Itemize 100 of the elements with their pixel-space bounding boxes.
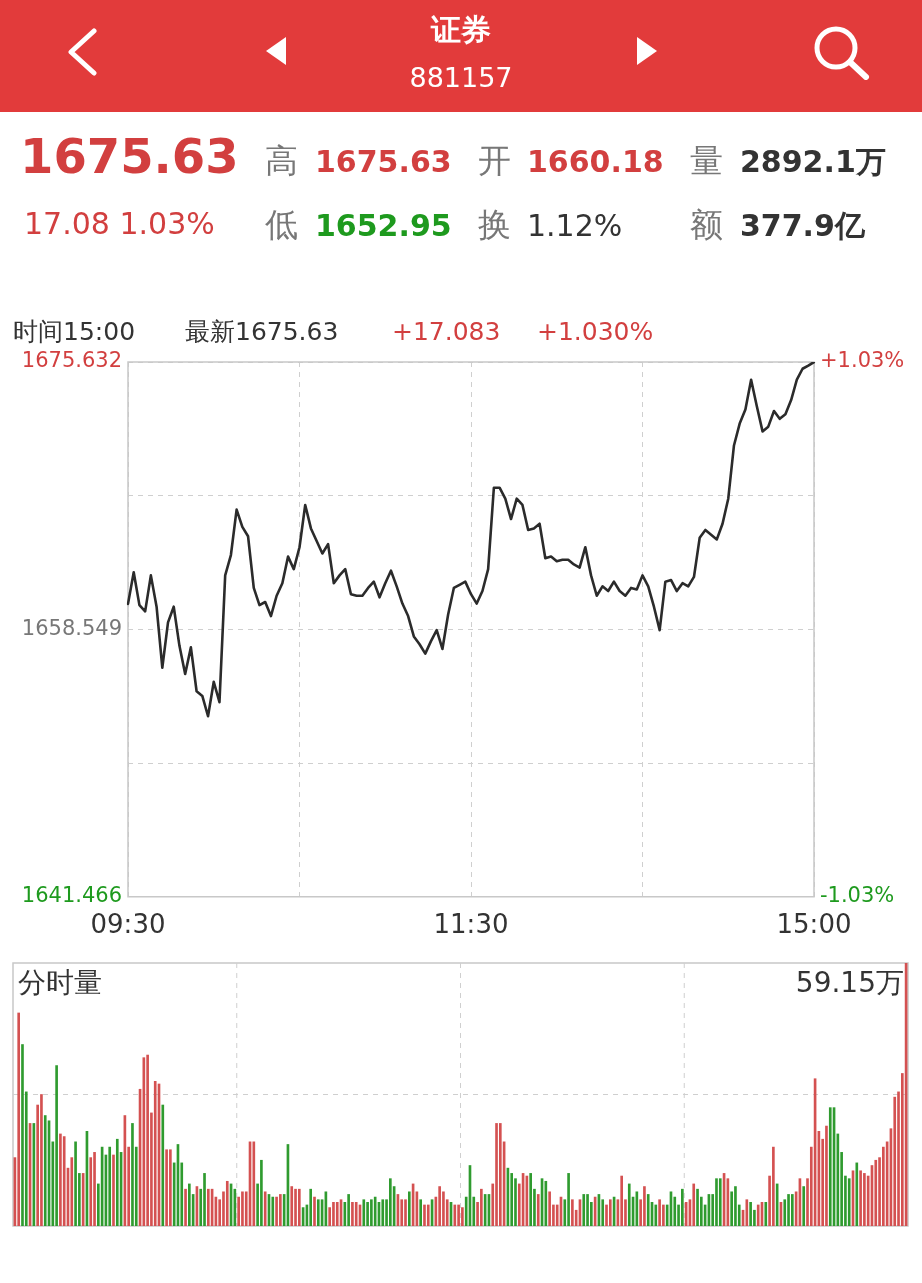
bar bbox=[389, 1178, 392, 1226]
bar bbox=[756, 1204, 760, 1226]
bar bbox=[335, 1202, 339, 1226]
bar bbox=[847, 1178, 851, 1226]
bar bbox=[93, 1152, 96, 1226]
text: 377.9亿 bbox=[740, 208, 865, 243]
bar bbox=[453, 1204, 457, 1226]
bar bbox=[351, 1202, 354, 1226]
text: 额 bbox=[690, 205, 723, 244]
text: 1.12% bbox=[527, 208, 623, 243]
text: 1660.18 bbox=[527, 144, 664, 179]
text: 2892.1万 bbox=[740, 144, 886, 179]
bar bbox=[423, 1204, 426, 1226]
bar bbox=[582, 1194, 586, 1226]
bar bbox=[332, 1202, 335, 1226]
bar bbox=[696, 1188, 699, 1226]
bar bbox=[188, 1183, 191, 1226]
bar bbox=[863, 1173, 866, 1226]
bar bbox=[366, 1202, 369, 1226]
bar bbox=[263, 1191, 267, 1226]
bar bbox=[457, 1204, 460, 1226]
bar bbox=[225, 1180, 229, 1226]
bar bbox=[362, 1199, 366, 1226]
bar bbox=[153, 1081, 157, 1226]
bar bbox=[828, 1107, 832, 1226]
bar bbox=[161, 1104, 165, 1226]
bar bbox=[313, 1196, 316, 1226]
y-tick-label: 1641.466 bbox=[21, 883, 122, 908]
bar bbox=[21, 1044, 24, 1226]
bar bbox=[373, 1196, 377, 1226]
text: 时间15:00 bbox=[13, 317, 136, 346]
bar bbox=[544, 1180, 548, 1226]
bar bbox=[407, 1191, 411, 1226]
bar bbox=[772, 1146, 775, 1226]
bar bbox=[43, 1115, 47, 1226]
bar bbox=[354, 1202, 358, 1226]
bar bbox=[745, 1199, 749, 1226]
bar bbox=[608, 1199, 612, 1226]
bar bbox=[206, 1188, 210, 1226]
chart-title: 分时量 bbox=[18, 966, 102, 1000]
bar bbox=[370, 1199, 373, 1226]
bar bbox=[715, 1178, 718, 1226]
bar bbox=[874, 1159, 878, 1226]
bar bbox=[59, 1133, 62, 1226]
text: 881157 bbox=[408, 62, 514, 93]
text: 高 bbox=[265, 141, 298, 180]
text: 量 bbox=[690, 141, 723, 180]
bar bbox=[347, 1194, 350, 1226]
bar bbox=[290, 1186, 294, 1226]
bar bbox=[859, 1170, 862, 1226]
bar bbox=[893, 1096, 897, 1226]
bar bbox=[495, 1123, 498, 1226]
bar bbox=[419, 1199, 423, 1226]
bar bbox=[802, 1186, 806, 1226]
text: 低 bbox=[265, 205, 298, 244]
bar bbox=[643, 1186, 646, 1226]
bar bbox=[112, 1154, 115, 1226]
bar bbox=[571, 1199, 574, 1226]
bar bbox=[241, 1191, 244, 1226]
y-tick-label: 1675.632 bbox=[21, 348, 122, 373]
bar bbox=[70, 1157, 74, 1226]
text: 证券 bbox=[429, 11, 492, 49]
bar bbox=[855, 1162, 859, 1226]
bar bbox=[480, 1188, 483, 1226]
bar bbox=[184, 1188, 187, 1226]
text: 1652.95 bbox=[315, 208, 452, 243]
y2-tick-label: +1.03% bbox=[820, 348, 905, 373]
bar bbox=[17, 1012, 21, 1226]
bar bbox=[654, 1204, 658, 1226]
bar bbox=[203, 1173, 206, 1226]
bar bbox=[791, 1194, 794, 1226]
x-tick-label: 15:00 bbox=[776, 909, 852, 940]
bar bbox=[718, 1178, 722, 1226]
x-tick-label: 09:30 bbox=[90, 909, 166, 940]
bar bbox=[620, 1175, 624, 1226]
bar bbox=[681, 1188, 684, 1226]
bar bbox=[131, 1123, 134, 1226]
bar bbox=[567, 1173, 570, 1226]
bar bbox=[426, 1204, 430, 1226]
text: 开 bbox=[478, 141, 511, 180]
bar bbox=[882, 1146, 885, 1226]
bar bbox=[294, 1188, 297, 1226]
bar bbox=[498, 1123, 502, 1226]
y-tick-label: 1658.549 bbox=[21, 615, 122, 640]
bar bbox=[658, 1199, 661, 1226]
bar bbox=[55, 1065, 58, 1226]
bar bbox=[438, 1186, 441, 1226]
text: 换 bbox=[478, 205, 511, 244]
bar bbox=[40, 1094, 43, 1226]
bar bbox=[787, 1194, 790, 1226]
annotation: 59.15万 bbox=[795, 966, 904, 1000]
bar bbox=[146, 1054, 149, 1226]
bar bbox=[275, 1196, 278, 1226]
bar bbox=[381, 1199, 385, 1226]
bar bbox=[536, 1194, 540, 1226]
bar bbox=[529, 1173, 532, 1226]
bar bbox=[764, 1202, 768, 1226]
bar bbox=[548, 1191, 551, 1226]
text: +17.083 bbox=[392, 317, 501, 346]
bar bbox=[404, 1199, 407, 1226]
